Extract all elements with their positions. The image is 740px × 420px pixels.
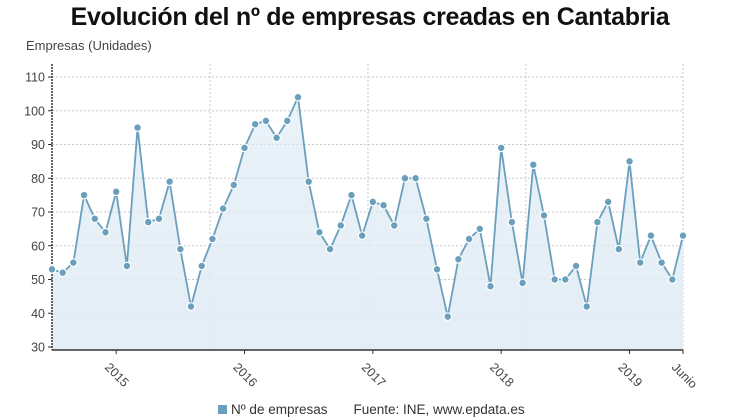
data-point bbox=[133, 123, 142, 133]
data-point bbox=[68, 258, 78, 268]
y-tick-label: 100 bbox=[24, 104, 45, 118]
data-point bbox=[314, 227, 324, 237]
data-point bbox=[411, 173, 421, 183]
data-point bbox=[571, 261, 581, 271]
y-tick-label: 50 bbox=[31, 273, 45, 287]
data-point bbox=[678, 231, 688, 241]
data-series bbox=[47, 92, 688, 322]
data-point bbox=[464, 234, 474, 244]
data-point bbox=[101, 227, 110, 237]
data-point bbox=[603, 197, 613, 207]
data-point bbox=[293, 92, 303, 102]
data-point bbox=[282, 116, 292, 126]
data-point bbox=[646, 231, 656, 241]
data-point bbox=[304, 177, 314, 187]
legend: Nº de empresas Fuente: INE, www.epdata.e… bbox=[218, 402, 525, 417]
data-point bbox=[261, 116, 271, 126]
x-tick-label: 2015 bbox=[102, 360, 132, 390]
data-point bbox=[496, 143, 506, 153]
data-point bbox=[550, 275, 560, 284]
data-point bbox=[218, 204, 228, 214]
data-point bbox=[165, 177, 175, 187]
data-point bbox=[143, 217, 153, 227]
data-point bbox=[528, 160, 538, 170]
data-point bbox=[432, 264, 442, 274]
data-point bbox=[336, 221, 346, 230]
data-point bbox=[250, 119, 260, 129]
data-point bbox=[240, 143, 249, 153]
data-point bbox=[347, 190, 356, 200]
data-point bbox=[614, 244, 624, 254]
data-point bbox=[625, 156, 634, 166]
x-tick-label: 2017 bbox=[359, 360, 389, 390]
y-tick-label: 90 bbox=[31, 138, 45, 152]
data-point bbox=[421, 214, 431, 224]
data-point bbox=[486, 281, 495, 291]
data-point bbox=[518, 278, 527, 288]
data-point bbox=[357, 231, 367, 241]
data-point bbox=[593, 217, 602, 227]
data-point bbox=[368, 197, 378, 207]
legend-series-label: Nº de empresas bbox=[231, 402, 328, 417]
data-point bbox=[197, 261, 207, 271]
x-tick-label: 2016 bbox=[230, 360, 260, 390]
data-point bbox=[657, 258, 667, 268]
area-fill bbox=[52, 97, 683, 350]
data-point bbox=[379, 200, 388, 210]
data-point bbox=[111, 187, 121, 197]
data-point bbox=[47, 264, 57, 274]
data-point bbox=[90, 214, 100, 224]
legend-swatch bbox=[218, 405, 227, 414]
data-point bbox=[154, 214, 164, 224]
source-label: Fuente: INE, www.epdata.es bbox=[353, 402, 525, 417]
y-tick-label: 40 bbox=[31, 307, 45, 321]
data-point bbox=[507, 217, 517, 227]
data-point bbox=[272, 133, 281, 143]
data-point bbox=[122, 261, 132, 271]
data-point bbox=[635, 258, 645, 268]
y-axis-ticks: 30 40 50 60 70 80 90 100 110 bbox=[24, 71, 52, 355]
y-tick-label: 80 bbox=[31, 172, 45, 186]
x-axis-ticks: 2015 2016 2017 2018 2019 Junio bbox=[102, 350, 700, 391]
data-point bbox=[443, 312, 453, 322]
data-point bbox=[667, 275, 677, 284]
axes bbox=[51, 64, 683, 351]
data-point bbox=[400, 173, 410, 183]
x-tick-label: 2018 bbox=[487, 360, 517, 390]
data-point bbox=[539, 210, 549, 220]
y-tick-label: 110 bbox=[25, 71, 45, 85]
x-tick-label: 2019 bbox=[615, 360, 645, 390]
data-point bbox=[325, 244, 335, 254]
data-point bbox=[229, 180, 239, 190]
data-point bbox=[454, 254, 463, 264]
chart-title: Evolución del nº de empresas creadas en … bbox=[70, 3, 670, 31]
data-point bbox=[208, 234, 217, 244]
data-point bbox=[175, 244, 185, 254]
data-point bbox=[186, 302, 196, 311]
data-point bbox=[389, 221, 399, 230]
data-point bbox=[475, 224, 485, 234]
y-axis-label: Empresas (Unidades) bbox=[26, 38, 152, 53]
data-point bbox=[58, 268, 68, 278]
y-tick-label: 70 bbox=[31, 206, 45, 220]
data-point bbox=[560, 275, 570, 284]
data-point bbox=[79, 190, 89, 200]
data-point bbox=[582, 302, 592, 311]
x-tick-label: Junio bbox=[669, 360, 700, 391]
y-tick-label: 60 bbox=[31, 239, 45, 253]
y-tick-label: 30 bbox=[31, 341, 45, 355]
